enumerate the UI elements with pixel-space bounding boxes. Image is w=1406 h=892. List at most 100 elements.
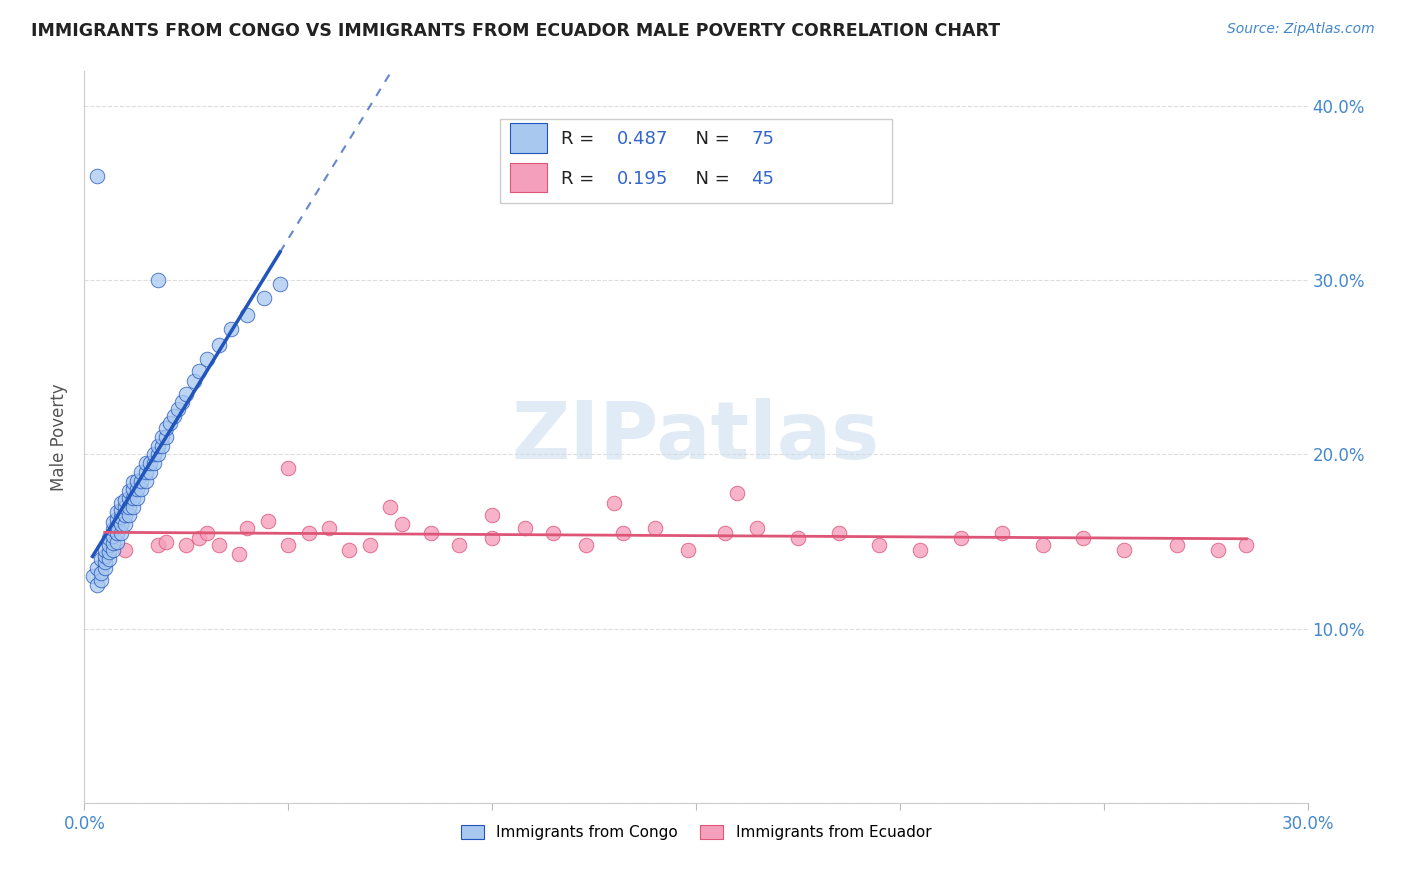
Point: [1236, 538, 1258, 552]
Point: [869, 538, 891, 552]
Point: [118, 491, 141, 505]
Point: [118, 484, 141, 499]
Point: [90, 552, 112, 566]
Point: [135, 456, 157, 470]
Text: N =: N =: [683, 130, 735, 148]
Point: [86, 560, 108, 574]
Point: [359, 538, 381, 552]
Text: ZIPatlas: ZIPatlas: [512, 398, 880, 476]
Point: [118, 508, 141, 523]
Point: [208, 538, 231, 552]
Point: [167, 402, 190, 417]
Point: [174, 386, 197, 401]
Text: Source: ZipAtlas.com: Source: ZipAtlas.com: [1227, 22, 1375, 37]
Point: [513, 521, 536, 535]
Point: [155, 430, 177, 444]
Text: IMMIGRANTS FROM CONGO VS IMMIGRANTS FROM ECUADOR MALE POVERTY CORRELATION CHART: IMMIGRANTS FROM CONGO VS IMMIGRANTS FROM…: [31, 22, 1000, 40]
Point: [138, 465, 160, 479]
Point: [105, 505, 128, 519]
Point: [114, 500, 136, 514]
Point: [114, 543, 136, 558]
Point: [138, 456, 160, 470]
Point: [131, 483, 153, 497]
Point: [114, 492, 136, 507]
Point: [481, 508, 503, 523]
FancyBboxPatch shape: [510, 162, 547, 192]
Point: [155, 421, 177, 435]
Point: [90, 573, 112, 587]
Point: [131, 465, 153, 479]
FancyBboxPatch shape: [501, 119, 891, 203]
Point: [150, 439, 173, 453]
Point: [208, 338, 231, 352]
Point: [146, 439, 169, 453]
Point: [159, 416, 181, 430]
Point: [420, 525, 443, 540]
Point: [228, 547, 250, 561]
Point: [236, 308, 259, 322]
Point: [101, 522, 124, 536]
Point: [150, 430, 173, 444]
Point: [146, 273, 169, 287]
Point: [131, 474, 153, 488]
Point: [253, 291, 276, 305]
Point: [1032, 538, 1054, 552]
Point: [644, 521, 666, 535]
Point: [910, 543, 932, 558]
Point: [747, 521, 769, 535]
Point: [122, 500, 145, 514]
Point: [391, 517, 413, 532]
Point: [101, 543, 124, 558]
Point: [318, 521, 340, 535]
Point: [110, 517, 132, 532]
Point: [122, 483, 145, 497]
Point: [110, 496, 132, 510]
Point: [101, 529, 124, 543]
Point: [127, 474, 149, 488]
Point: [676, 543, 699, 558]
Point: [118, 500, 141, 514]
Point: [122, 475, 145, 490]
Point: [787, 531, 810, 545]
Point: [187, 531, 209, 545]
Point: [603, 496, 626, 510]
Point: [97, 531, 120, 545]
Point: [82, 569, 104, 583]
Point: [97, 538, 120, 552]
Point: [127, 483, 149, 497]
Point: [146, 538, 169, 552]
Point: [101, 536, 124, 550]
Point: [950, 531, 973, 545]
Text: 75: 75: [751, 130, 775, 148]
Point: [1206, 543, 1229, 558]
Point: [110, 510, 132, 524]
Point: [110, 503, 132, 517]
Point: [93, 560, 115, 574]
Point: [219, 322, 242, 336]
Point: [114, 508, 136, 523]
Point: [135, 474, 157, 488]
Point: [114, 517, 136, 532]
Point: [93, 549, 115, 563]
Text: 0.195: 0.195: [616, 169, 668, 188]
Point: [97, 552, 120, 566]
Point: [86, 578, 108, 592]
FancyBboxPatch shape: [510, 123, 547, 153]
Point: [612, 525, 634, 540]
Point: [339, 543, 361, 558]
Point: [991, 525, 1014, 540]
Point: [174, 538, 197, 552]
Legend: Immigrants from Congo, Immigrants from Ecuador: Immigrants from Congo, Immigrants from E…: [454, 819, 938, 847]
Point: [1073, 531, 1095, 545]
Point: [828, 525, 851, 540]
Point: [101, 516, 124, 530]
Point: [269, 277, 291, 291]
Point: [543, 525, 565, 540]
Point: [163, 409, 186, 424]
Point: [93, 556, 115, 570]
Point: [195, 351, 218, 366]
Point: [142, 448, 165, 462]
Point: [257, 514, 280, 528]
Point: [105, 512, 128, 526]
Point: [183, 375, 205, 389]
